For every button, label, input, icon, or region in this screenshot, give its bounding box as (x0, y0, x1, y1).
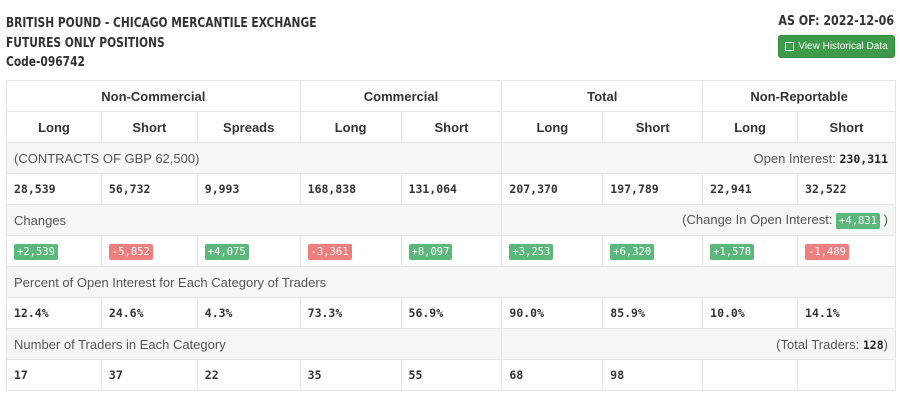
title-line-1: BRITISH POUND - CHICAGO MERCANTILE EXCHA… (6, 16, 317, 31)
value-cell: 12.4% (6, 297, 102, 329)
change-cell: +2,539 (6, 235, 102, 267)
value-cell: 35 (299, 359, 402, 391)
coi-badge: +4,831 (836, 212, 881, 229)
tt-value: 128 (862, 337, 884, 352)
change-badge: +3,253 (509, 243, 554, 260)
value-cell: 22,941 (702, 173, 799, 205)
value-cell: 4.3% (196, 297, 301, 329)
value-cell: 68 (501, 359, 604, 391)
change-badge: +6,320 (610, 243, 655, 260)
change-cell: -1,489 (797, 235, 896, 267)
value-cell: 98 (602, 359, 704, 391)
calendar-plus-icon (785, 42, 795, 51)
value-cell (797, 359, 896, 391)
value-cell: 73.3% (299, 297, 402, 329)
change-badge: -5,852 (108, 243, 153, 260)
value-cell (702, 359, 799, 391)
change-cell: -5,852 (100, 235, 198, 267)
group-header: Commercial (299, 80, 503, 112)
value-cell: 85.9% (602, 297, 704, 329)
change-badge: +2,539 (14, 243, 58, 260)
column-header: Short (100, 111, 198, 143)
coi-close: ) (883, 211, 888, 227)
group-header: Non-Reportable (702, 80, 896, 112)
change-badge: +8,097 (408, 243, 453, 260)
value-cell: 197,789 (602, 173, 704, 205)
cot-table: Non-Commercial Commercial Total Non-Repo… (5, 80, 896, 391)
column-header: Short (602, 111, 704, 143)
value-cell: 37 (100, 359, 198, 391)
coi-label: (Change In Open Interest: (682, 211, 833, 227)
column-header: Long (299, 111, 402, 143)
change-cell: +1,578 (702, 235, 799, 267)
column-header: Spreads (196, 111, 301, 143)
oi-value: 230,311 (839, 151, 888, 166)
oi-label: Open Interest: (753, 150, 836, 166)
change-cell: -3,361 (299, 235, 402, 267)
change-badge: -3,361 (307, 243, 352, 260)
value-cell: 10.0% (702, 297, 799, 329)
value-cell: 131,064 (400, 173, 503, 205)
value-cell: 90.0% (501, 297, 604, 329)
percent-label: Percent of Open Interest for Each Catego… (6, 266, 896, 298)
column-header: Long (702, 111, 799, 143)
change-cell: +4,075 (196, 235, 301, 267)
view-historical-data-button[interactable]: View Historical Data (778, 35, 895, 58)
contract-code: Code-096742 (6, 55, 85, 70)
value-cell: 28,539 (6, 173, 102, 205)
change-badge: +1,578 (710, 243, 755, 260)
value-cell: 55 (400, 359, 503, 391)
title-line-2: FUTURES ONLY POSITIONS (6, 35, 165, 51)
contracts-label: (CONTRACTS OF GBP 62,500) (5, 142, 503, 174)
tt-label: (Total Traders: (776, 336, 860, 352)
change-cell: +6,320 (602, 235, 704, 267)
column-header: Long (6, 111, 102, 143)
value-cell: 56.9% (400, 297, 503, 329)
value-cell: 32,522 (797, 173, 896, 205)
column-header: Short (797, 111, 896, 143)
change-badge: -1,489 (805, 243, 849, 260)
change-cell: +8,097 (400, 235, 503, 267)
value-cell: 14.1% (797, 297, 896, 329)
column-header: Short (400, 111, 503, 143)
total-traders: (Total Traders: 128) (501, 328, 896, 360)
change-cell: +3,253 (501, 235, 604, 267)
tt-close: ) (883, 336, 888, 352)
value-cell: 9,993 (196, 173, 301, 205)
value-cell: 207,370 (501, 173, 604, 205)
changes-label: Changes (5, 204, 503, 236)
button-label: View Historical Data (798, 41, 888, 52)
group-header: Total (501, 80, 704, 112)
group-header: Non-Commercial (6, 80, 301, 112)
value-cell: 168,838 (299, 173, 402, 205)
change-open-interest: (Change In Open Interest: +4,831 ) (501, 204, 896, 236)
traders-label: Number of Traders in Each Category (5, 328, 503, 360)
value-cell: 56,732 (100, 173, 198, 205)
column-header: Long (501, 111, 604, 143)
value-cell: 17 (6, 359, 102, 391)
as-of-date: AS OF: 2022-12-06 (778, 14, 894, 29)
value-cell: 24.6% (100, 297, 198, 329)
change-badge: +4,075 (204, 243, 249, 260)
report-title: BRITISH POUND - CHICAGO MERCANTILE EXCHA… (6, 14, 316, 73)
open-interest: Open Interest: 230,311 (501, 142, 896, 174)
value-cell: 22 (196, 359, 301, 391)
